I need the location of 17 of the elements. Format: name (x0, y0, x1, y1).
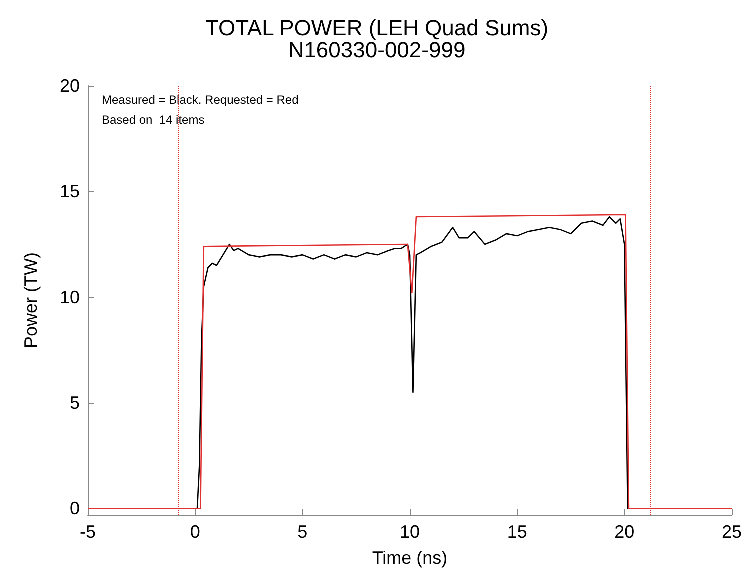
x-tick-label: 0 (190, 522, 200, 542)
y-tick-label: 20 (60, 76, 80, 96)
x-tick-label: 10 (400, 522, 420, 542)
x-tick-label: -5 (80, 522, 96, 542)
x-tick-label: 25 (722, 522, 742, 542)
x-tick-label: 20 (614, 522, 635, 542)
y-tick-label: 0 (70, 498, 80, 519)
annotation: Based on 14 items (102, 113, 205, 127)
annotation: Measured = Black. Requested = Red (102, 93, 299, 107)
y-tick-label: 10 (60, 287, 80, 308)
y-axis-title: Power (TW) (21, 252, 41, 348)
chart-title: TOTAL POWER (LEH Quad Sums) (205, 16, 549, 40)
y-tick-label: 5 (70, 392, 80, 413)
x-axis-title: Time (ns) (372, 548, 448, 568)
y-tick-label: 15 (60, 182, 80, 202)
x-tick-label: 15 (507, 522, 528, 542)
x-tick-label: 5 (298, 522, 308, 542)
